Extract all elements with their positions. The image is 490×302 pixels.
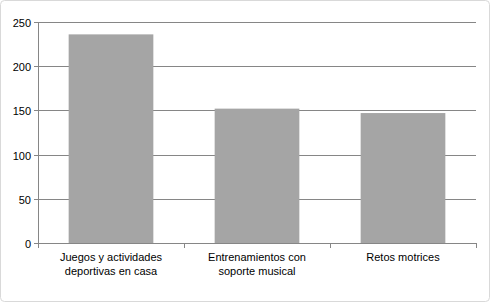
grid-line bbox=[38, 243, 476, 244]
chart: 0 50 100 150 200 250 Juegos y actividades depor… bbox=[0, 0, 490, 302]
y-tick-label: 150 bbox=[13, 105, 31, 117]
bar bbox=[361, 113, 446, 243]
y-tick-label: 100 bbox=[13, 150, 31, 162]
y-tick bbox=[34, 22, 38, 23]
bar bbox=[69, 34, 154, 243]
x-tick-label: Retos motrices bbox=[366, 251, 440, 263]
y-tick bbox=[34, 243, 38, 244]
y-axis bbox=[38, 22, 39, 243]
label-line: Retos motrices bbox=[366, 251, 440, 263]
y-tick-label: 250 bbox=[13, 17, 31, 29]
y-tick-label: 0 bbox=[25, 238, 31, 250]
y-tick bbox=[34, 110, 38, 111]
y-tick-label: 50 bbox=[19, 194, 31, 206]
y-tick bbox=[34, 199, 38, 200]
x-tick bbox=[476, 243, 477, 248]
y-tick-label: 200 bbox=[13, 61, 31, 73]
label-line: deportivas en casa bbox=[65, 265, 158, 277]
x-tick-label: Juegos y actividades deportivas en casa bbox=[60, 251, 163, 277]
label-line: Entrenamientos con bbox=[208, 251, 306, 263]
x-tick bbox=[330, 243, 331, 248]
frame bbox=[1, 1, 490, 302]
x-tick-label: Entrenamientos con soporte musical bbox=[208, 251, 306, 277]
bar bbox=[215, 109, 300, 243]
y-tick bbox=[34, 155, 38, 156]
x-tick bbox=[184, 243, 185, 248]
x-axis bbox=[38, 243, 476, 244]
x-tick bbox=[38, 243, 39, 248]
label-line: soporte musical bbox=[218, 265, 295, 277]
grid-line bbox=[38, 22, 476, 23]
bars bbox=[69, 34, 446, 243]
y-tick bbox=[34, 66, 38, 67]
label-line: Juegos y actividades bbox=[60, 251, 163, 263]
